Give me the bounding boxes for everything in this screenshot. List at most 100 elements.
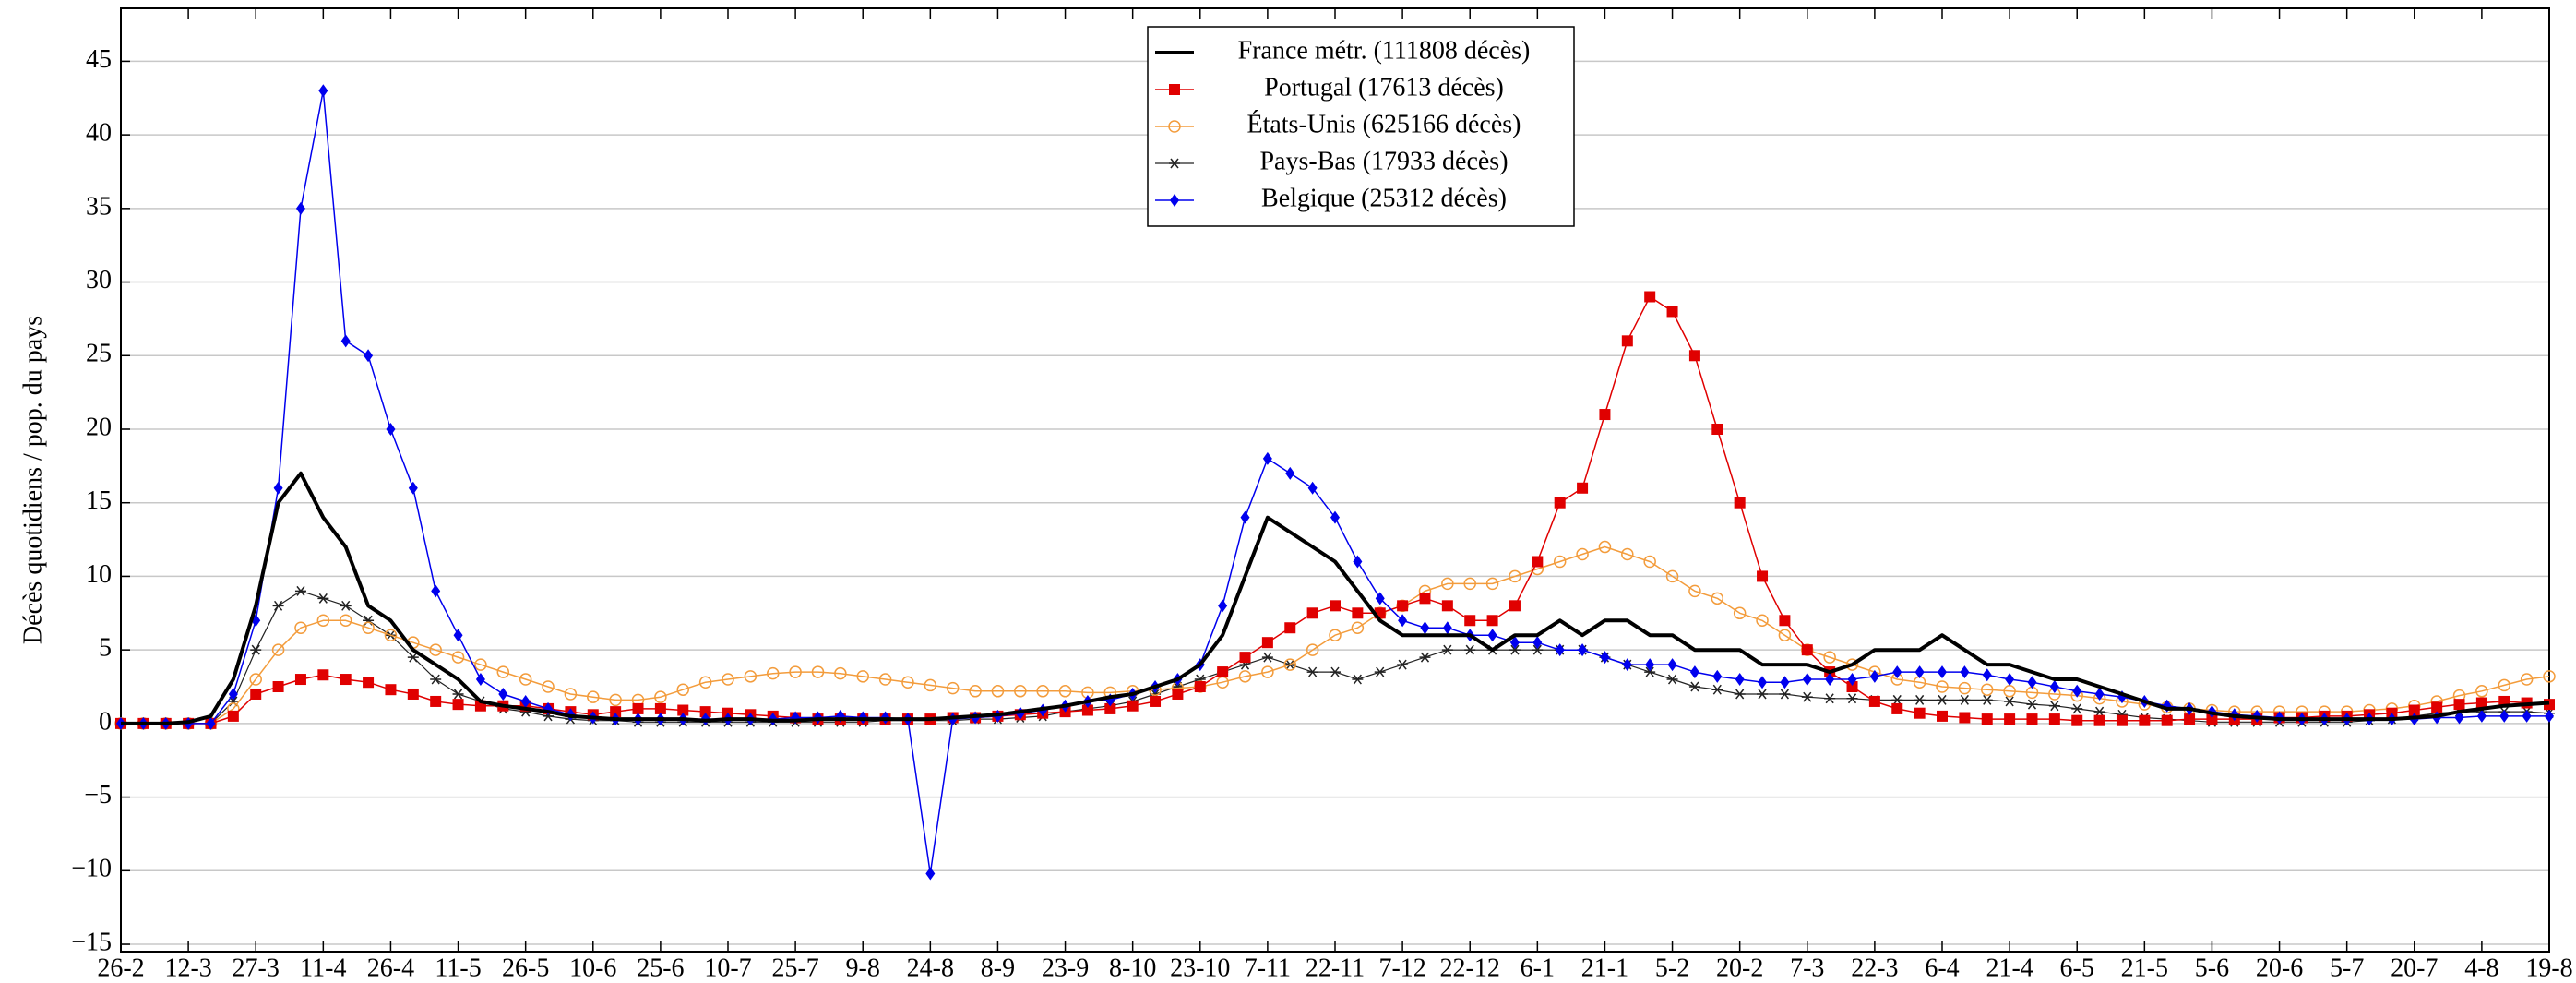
marker [452,699,464,711]
marker [1283,658,1297,671]
x-tick-label: 4-8 [2464,953,2498,982]
marker [2049,680,2059,694]
marker [1914,707,1926,719]
marker [1847,673,1857,687]
marker [316,614,330,628]
marker [2431,701,2443,713]
x-tick-label: 7-3 [1790,953,1824,982]
marker [1532,556,1544,568]
x-tick-label: 20-7 [2391,953,2438,982]
marker [1688,681,1700,692]
marker [1868,695,1880,707]
marker [1217,666,1229,678]
marker [1442,621,1452,635]
marker [1238,670,1252,683]
marker [385,684,397,696]
marker [1869,669,1879,683]
marker [1420,621,1430,635]
legend-label: États-Unis (625166 décès) [1246,110,1521,138]
marker [453,629,463,642]
marker [2093,714,2105,726]
marker [1397,600,1409,612]
marker [362,621,375,634]
marker [654,690,667,703]
marker [1036,685,1049,698]
marker [2454,711,2464,725]
marker [1735,673,1745,687]
marker [386,422,396,436]
marker [1553,555,1567,569]
marker [1914,694,1926,705]
x-tick-label: 10-7 [704,953,751,982]
x-tick-label: 20-6 [2256,953,2303,982]
marker [1599,409,1611,421]
marker [294,621,307,634]
marker [1168,120,1181,133]
legend-label: France métr. (111808 décès) [1238,36,1531,65]
marker [1509,644,1521,655]
marker [1779,615,1791,627]
marker [1756,614,1769,628]
marker [1170,194,1179,207]
marker [1936,680,1949,693]
marker [1937,694,1948,705]
marker [1306,607,1318,619]
marker [1758,676,1768,689]
marker [2094,687,2105,701]
x-tick-label: 5-6 [2195,953,2229,982]
y-tick-label: 35 [86,192,112,221]
marker [295,201,305,215]
y-tick-label: −5 [84,781,112,809]
x-tick-label: 22-3 [1851,953,1898,982]
marker [249,673,262,686]
y-tick-label: 0 [99,707,112,736]
marker [722,673,734,686]
marker [946,681,960,695]
marker [1104,702,1116,714]
marker [878,673,892,686]
y-tick-label: 5 [99,634,112,663]
marker [1980,683,1994,696]
marker [272,600,284,611]
marker [1397,659,1409,670]
marker [2543,670,2556,683]
marker [1733,606,1747,620]
marker [1509,636,1520,650]
marker [294,674,306,686]
marker [654,702,666,714]
marker [2071,703,2083,714]
x-tick-label: 8-10 [1109,953,1156,982]
marker [1689,665,1699,679]
marker [2545,709,2554,723]
marker [1284,622,1296,634]
marker [1509,600,1521,612]
marker [2206,713,2218,725]
x-tick-label: 7-12 [1378,953,1425,982]
marker [1734,689,1746,700]
marker [407,652,419,663]
marker [474,658,487,671]
marker [1802,673,1812,687]
marker [1891,694,1903,705]
marker [339,614,352,628]
x-tick-label: 23-10 [1170,953,1230,982]
marker [609,693,622,707]
marker [1353,555,1363,569]
plot-frame [120,7,2550,953]
y-tick-label: −10 [71,855,112,883]
marker [340,674,352,686]
marker [1554,497,1566,509]
marker [1711,592,1724,605]
marker [1261,637,1273,649]
marker [272,681,284,693]
marker [2161,714,2173,726]
marker [564,688,578,701]
marker [1464,644,1476,655]
marker [1578,643,1588,657]
marker [2005,673,2015,687]
marker [1622,658,1632,672]
x-tick-label: 5-2 [1655,953,1689,982]
marker [1330,666,1341,677]
marker [1239,652,1251,664]
